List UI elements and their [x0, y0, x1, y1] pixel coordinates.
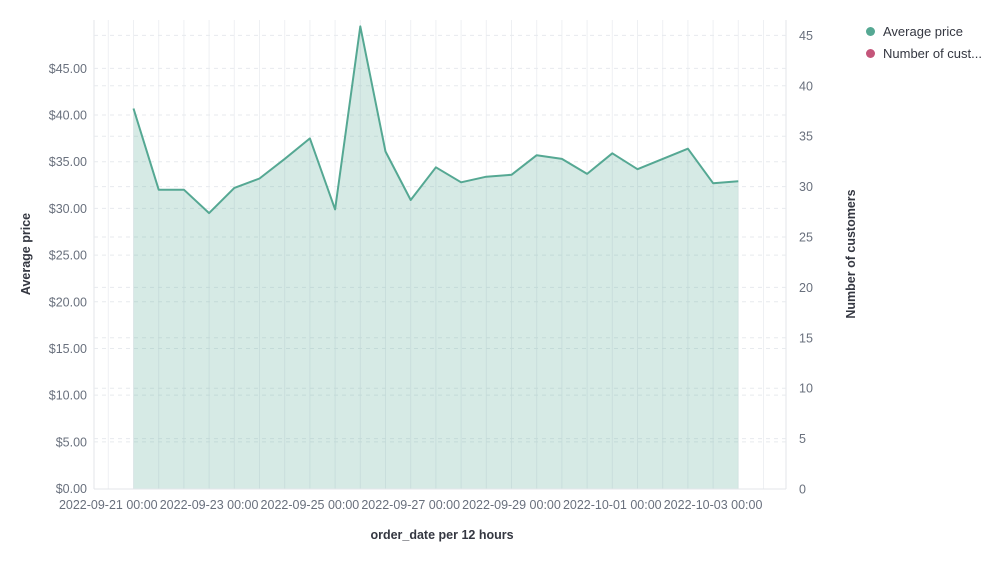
vertical-gridlines	[93, 20, 787, 489]
y-axis-left-ticks: $0.00 $5.00 $10.00 $15.00 $20.00 $25.00 $30.00…	[49, 62, 87, 496]
svg-text:$35.00: $35.00	[49, 155, 87, 169]
svg-text:$30.00: $30.00	[49, 202, 87, 216]
svg-text:30: 30	[799, 180, 813, 194]
svg-text:2022-10-03 00:00: 2022-10-03 00:00	[664, 498, 763, 512]
svg-text:35: 35	[799, 130, 813, 144]
svg-text:40: 40	[799, 79, 813, 93]
svg-text:$25.00: $25.00	[49, 249, 87, 263]
average-price-line[interactable]	[132, 25, 739, 215]
legend: Average price Number of cust...	[866, 24, 982, 61]
svg-text:25: 25	[799, 231, 813, 245]
y-axis-right-title: Number of customers	[844, 189, 858, 319]
svg-text:$15.00: $15.00	[49, 342, 87, 356]
svg-text:2022-09-25 00:00: 2022-09-25 00:00	[261, 498, 360, 512]
legend-item-label: Average price	[883, 24, 963, 39]
svg-text:2022-10-01 00:00: 2022-10-01 00:00	[563, 498, 662, 512]
svg-text:45: 45	[799, 29, 813, 43]
svg-text:2022-09-23 00:00: 2022-09-23 00:00	[160, 498, 259, 512]
svg-text:10: 10	[799, 382, 813, 396]
svg-text:5: 5	[799, 432, 806, 446]
y-axis-right-ticks: 0 5 10 15 20 25 30 35 40 45	[799, 29, 813, 497]
svg-text:$5.00: $5.00	[56, 435, 87, 449]
svg-text:$0.00: $0.00	[56, 482, 87, 496]
legend-dot-icon	[866, 27, 875, 36]
svg-text:20: 20	[799, 281, 813, 295]
legend-item-label: Number of cust...	[883, 46, 982, 61]
x-axis-ticks: 2022-09-21 00:00 2022-09-23 00:00 2022-09-…	[59, 498, 763, 512]
svg-text:15: 15	[799, 331, 813, 345]
svg-text:2022-09-29 00:00: 2022-09-29 00:00	[462, 498, 561, 512]
legend-dot-icon	[866, 49, 875, 58]
legend-item-number-of-customers[interactable]: Number of cust...	[866, 46, 982, 61]
svg-text:2022-09-21 00:00: 2022-09-21 00:00	[59, 498, 158, 512]
svg-text:$45.00: $45.00	[49, 62, 87, 76]
svg-text:$20.00: $20.00	[49, 295, 87, 309]
svg-text:$40.00: $40.00	[49, 109, 87, 123]
svg-text:0: 0	[799, 483, 806, 497]
legend-item-average-price[interactable]: Average price	[866, 24, 982, 39]
svg-text:$10.00: $10.00	[49, 389, 87, 403]
y-axis-left-title: Average price	[19, 212, 33, 296]
average-price-series[interactable]	[132, 25, 739, 489]
average-price-area[interactable]	[133, 26, 739, 489]
svg-text:2022-09-27 00:00: 2022-09-27 00:00	[361, 498, 460, 512]
horizontal-gridlines	[94, 34, 786, 490]
x-axis-title: order_date per 12 hours	[370, 528, 514, 542]
